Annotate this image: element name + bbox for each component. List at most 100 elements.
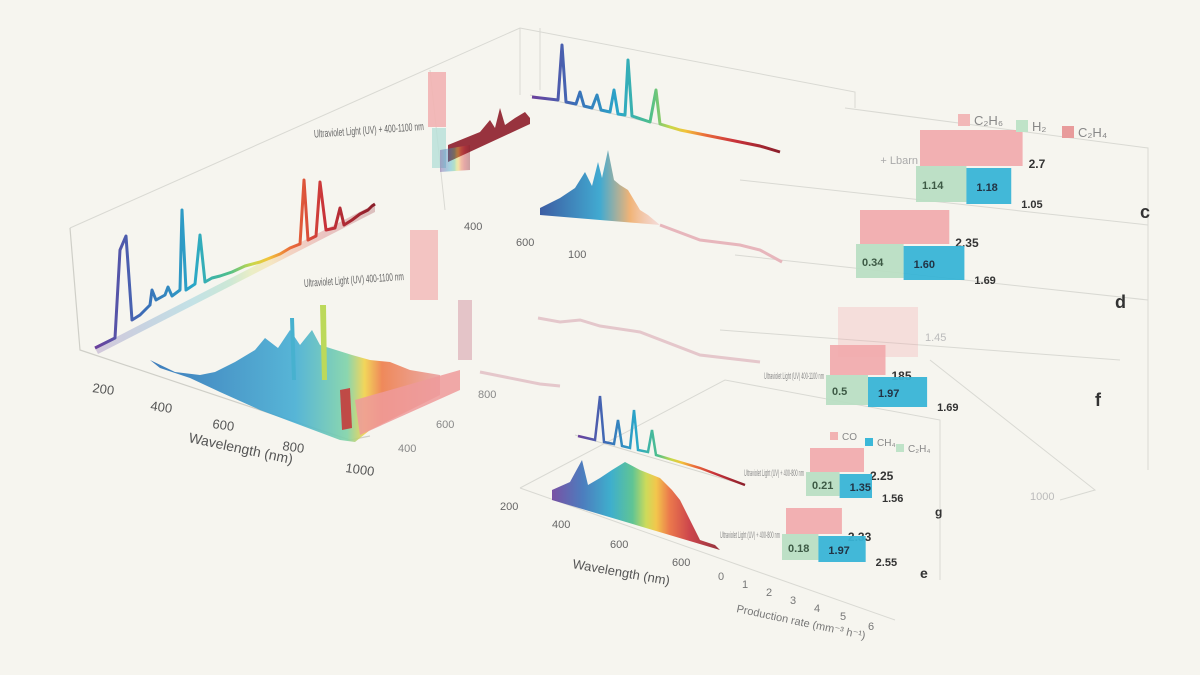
legend-label: C₂H₆ (974, 113, 1003, 128)
bar-value-label: 0.34 (862, 257, 884, 269)
spectrum-bottom-trace-1 (577, 395, 746, 487)
tick-label: 400 (398, 443, 416, 455)
bar-f-top (830, 345, 886, 375)
legend-label: CH₄ (877, 438, 896, 449)
bar-f-ghost (838, 307, 918, 357)
main-x-ticks: 200 400 600 800 1000 (92, 380, 376, 479)
bar-d-blue (903, 246, 965, 280)
bar-row-label: Ultraviolet Light (UV) + 400-800 nm (744, 468, 804, 478)
bar-g-top (810, 448, 864, 472)
bar-g-blue (839, 474, 872, 498)
tick-label: 1000 (345, 460, 376, 479)
bar-row-label: Ultraviolet Light (UV) 400-1100 nm (764, 371, 824, 381)
legend-label: C₂H₄ (908, 444, 930, 455)
main-spectrum-fill (150, 330, 440, 442)
tick-label: 600 (672, 557, 690, 569)
bar-category-label: + Lbarn (880, 155, 918, 167)
main-x-axis-label: Wavelength (nm) (187, 429, 294, 467)
legend-swatch-c2h4 (896, 444, 904, 452)
spectrum-top-right (440, 43, 781, 172)
panel-label-c: c (1140, 202, 1150, 222)
bar-c-green (916, 166, 967, 202)
bar-value-label: 0.21 (812, 480, 833, 492)
tick-label: 600 (436, 419, 454, 431)
tick-label: 5 (840, 611, 846, 623)
bottom-x-ticks: 200 400 600 600 (500, 501, 690, 569)
bar-value-label: 1.97 (878, 388, 899, 400)
tick-label: 4 (814, 603, 820, 615)
bar-e-top (786, 508, 842, 534)
main-spectrum: 200 400 600 800 1000 Wavelength (nm) 400… (69, 178, 496, 479)
bar-value-label: 1.14 (922, 180, 944, 192)
uv-block-top: Ultraviolet Light (UV) + 400-1100 nm (314, 72, 446, 168)
bar-total-label: 1.69 (974, 275, 995, 287)
depth-ticks: 400 600 800 (398, 389, 496, 455)
bar-value-label: 1.97 (828, 545, 849, 557)
legend-bottom: CO CH₄ C₂H₄ (830, 432, 930, 455)
spectrum-bottom-fill (552, 460, 720, 550)
tick-label: 400 (464, 221, 482, 233)
uv-block-middle: Ultraviolet Light (UV) 400-1100 nm (304, 230, 472, 360)
bar-value-label: 1.60 (914, 259, 935, 271)
tick-label: 6 (868, 621, 874, 633)
spectrum-middle-right: 400 600 100 (464, 150, 783, 264)
tick-label: 200 (500, 501, 518, 513)
tick-label: 800 (478, 389, 496, 401)
legend-swatch-c2h4 (1062, 126, 1074, 138)
tick-label: 100 (568, 249, 586, 261)
bar-c-top (920, 130, 1023, 166)
legend-label: C₂H₄ (1078, 125, 1107, 140)
bar-ghost-label: 1.45 (925, 332, 946, 344)
bar-value-label: 1.35 (850, 482, 871, 494)
tick-label: 3 (790, 595, 796, 607)
legend-label: H₂ (1032, 119, 1046, 134)
bar-total-label: 2.55 (876, 557, 897, 569)
tick-label: 2 (766, 587, 772, 599)
legend-swatch-h2 (1016, 120, 1028, 132)
bar-total-label: 1.69 (937, 402, 958, 414)
panel-label-d: d (1115, 292, 1126, 312)
spectrum-top-trace (531, 43, 781, 154)
bar-e-green (782, 534, 819, 560)
middle-x-ticks: 400 600 100 (464, 221, 586, 261)
bar-panel-g: 2.25 0.21 1.35 1.56 Ultraviolet Light (UV) +… (744, 448, 942, 519)
main-spectrum-trace (94, 178, 376, 350)
bottom-x-axis-label: Wavelength (nm) (571, 556, 671, 588)
legend-swatch-ch4 (865, 438, 873, 446)
spectrum-faint (479, 316, 761, 388)
panel-label-f: f (1095, 390, 1102, 410)
panel-label-g: g (935, 505, 942, 519)
bar-d-green (856, 244, 904, 278)
bar-f-green (826, 375, 868, 405)
ghost-axis-tick: 1000 (1030, 491, 1054, 503)
legend-top: C₂H₆ H₂ C₂H₄ (958, 113, 1107, 140)
bar-value-label: 2.7 (1029, 157, 1046, 171)
bar-g-green (806, 472, 840, 496)
bar-row-label: Ultraviolet Light (UV) + 400-800 nm (720, 530, 780, 540)
bar-total-label: 1.05 (1021, 199, 1042, 211)
bar-value-label: 0.5 (832, 386, 847, 398)
bar-value-label: 2.25 (870, 469, 894, 483)
bar-value-label: 0.18 (788, 543, 809, 555)
bar-value-label: 1.18 (976, 182, 997, 194)
bar-total-label: 1.56 (882, 493, 903, 505)
tick-label: 600 (516, 237, 534, 249)
panel-label-e: e (920, 565, 928, 581)
production-axis: 0 1 2 3 4 5 6 Production rate (mm⁻³ h⁻¹) (718, 571, 874, 642)
spectrum-bottom: 200 400 600 600 Wavelength (nm) (500, 395, 746, 588)
legend-swatch-c2h6 (958, 114, 970, 126)
tick-label: 200 (92, 380, 116, 398)
legend-label: CO (842, 432, 857, 443)
tick-label: 400 (150, 398, 174, 416)
uv-label-middle: Ultraviolet Light (UV) 400-1100 nm (304, 271, 405, 290)
tick-label: 400 (552, 519, 570, 531)
tick-label: 0 (718, 571, 724, 583)
spectrum-middle-fill (540, 150, 660, 225)
tick-label: 800 (282, 438, 306, 456)
bar-panel-d: 2.350.34 1.601.69d (856, 210, 1126, 312)
tick-label: 600 (610, 539, 628, 551)
